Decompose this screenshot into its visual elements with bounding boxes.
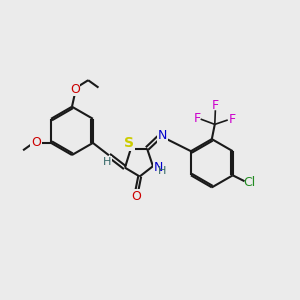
Text: N: N: [158, 129, 167, 142]
Text: N: N: [154, 161, 163, 174]
Text: O: O: [131, 190, 141, 203]
Text: Cl: Cl: [244, 176, 256, 189]
Text: H: H: [158, 166, 166, 176]
Text: F: F: [229, 112, 236, 126]
Text: H: H: [103, 157, 112, 167]
Text: O: O: [31, 136, 41, 149]
Text: F: F: [212, 99, 219, 112]
Text: O: O: [70, 82, 80, 95]
Text: S: S: [124, 136, 134, 150]
Text: F: F: [193, 112, 200, 125]
